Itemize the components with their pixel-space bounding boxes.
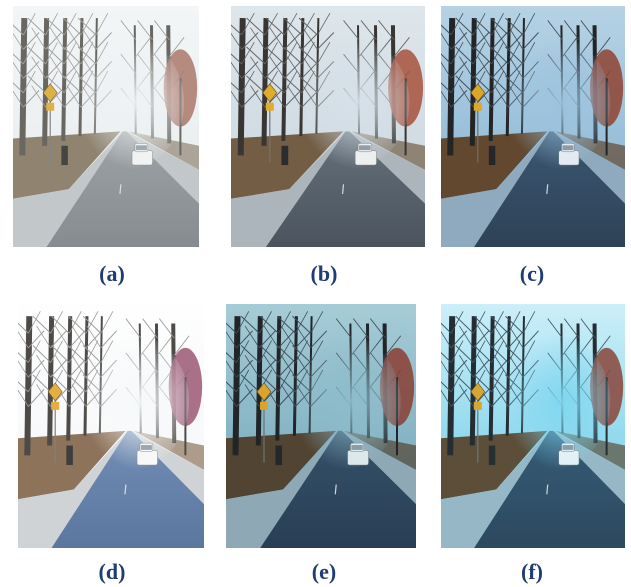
panel-c-image (441, 6, 625, 247)
panel-f-label: (f) (521, 559, 543, 584)
panel-d-label: (d) (98, 559, 126, 584)
panel-e-label: (e) (311, 559, 337, 584)
panel-a-label: (a) (99, 261, 125, 286)
panel-f-image (441, 304, 625, 548)
panel-a-image (13, 6, 199, 247)
panel-e-image (226, 304, 416, 548)
panel-b-image (231, 6, 425, 247)
panel-d-image (18, 304, 204, 548)
panel-c-label: (c) (519, 261, 545, 286)
panel-b-label: (b) (310, 261, 338, 286)
